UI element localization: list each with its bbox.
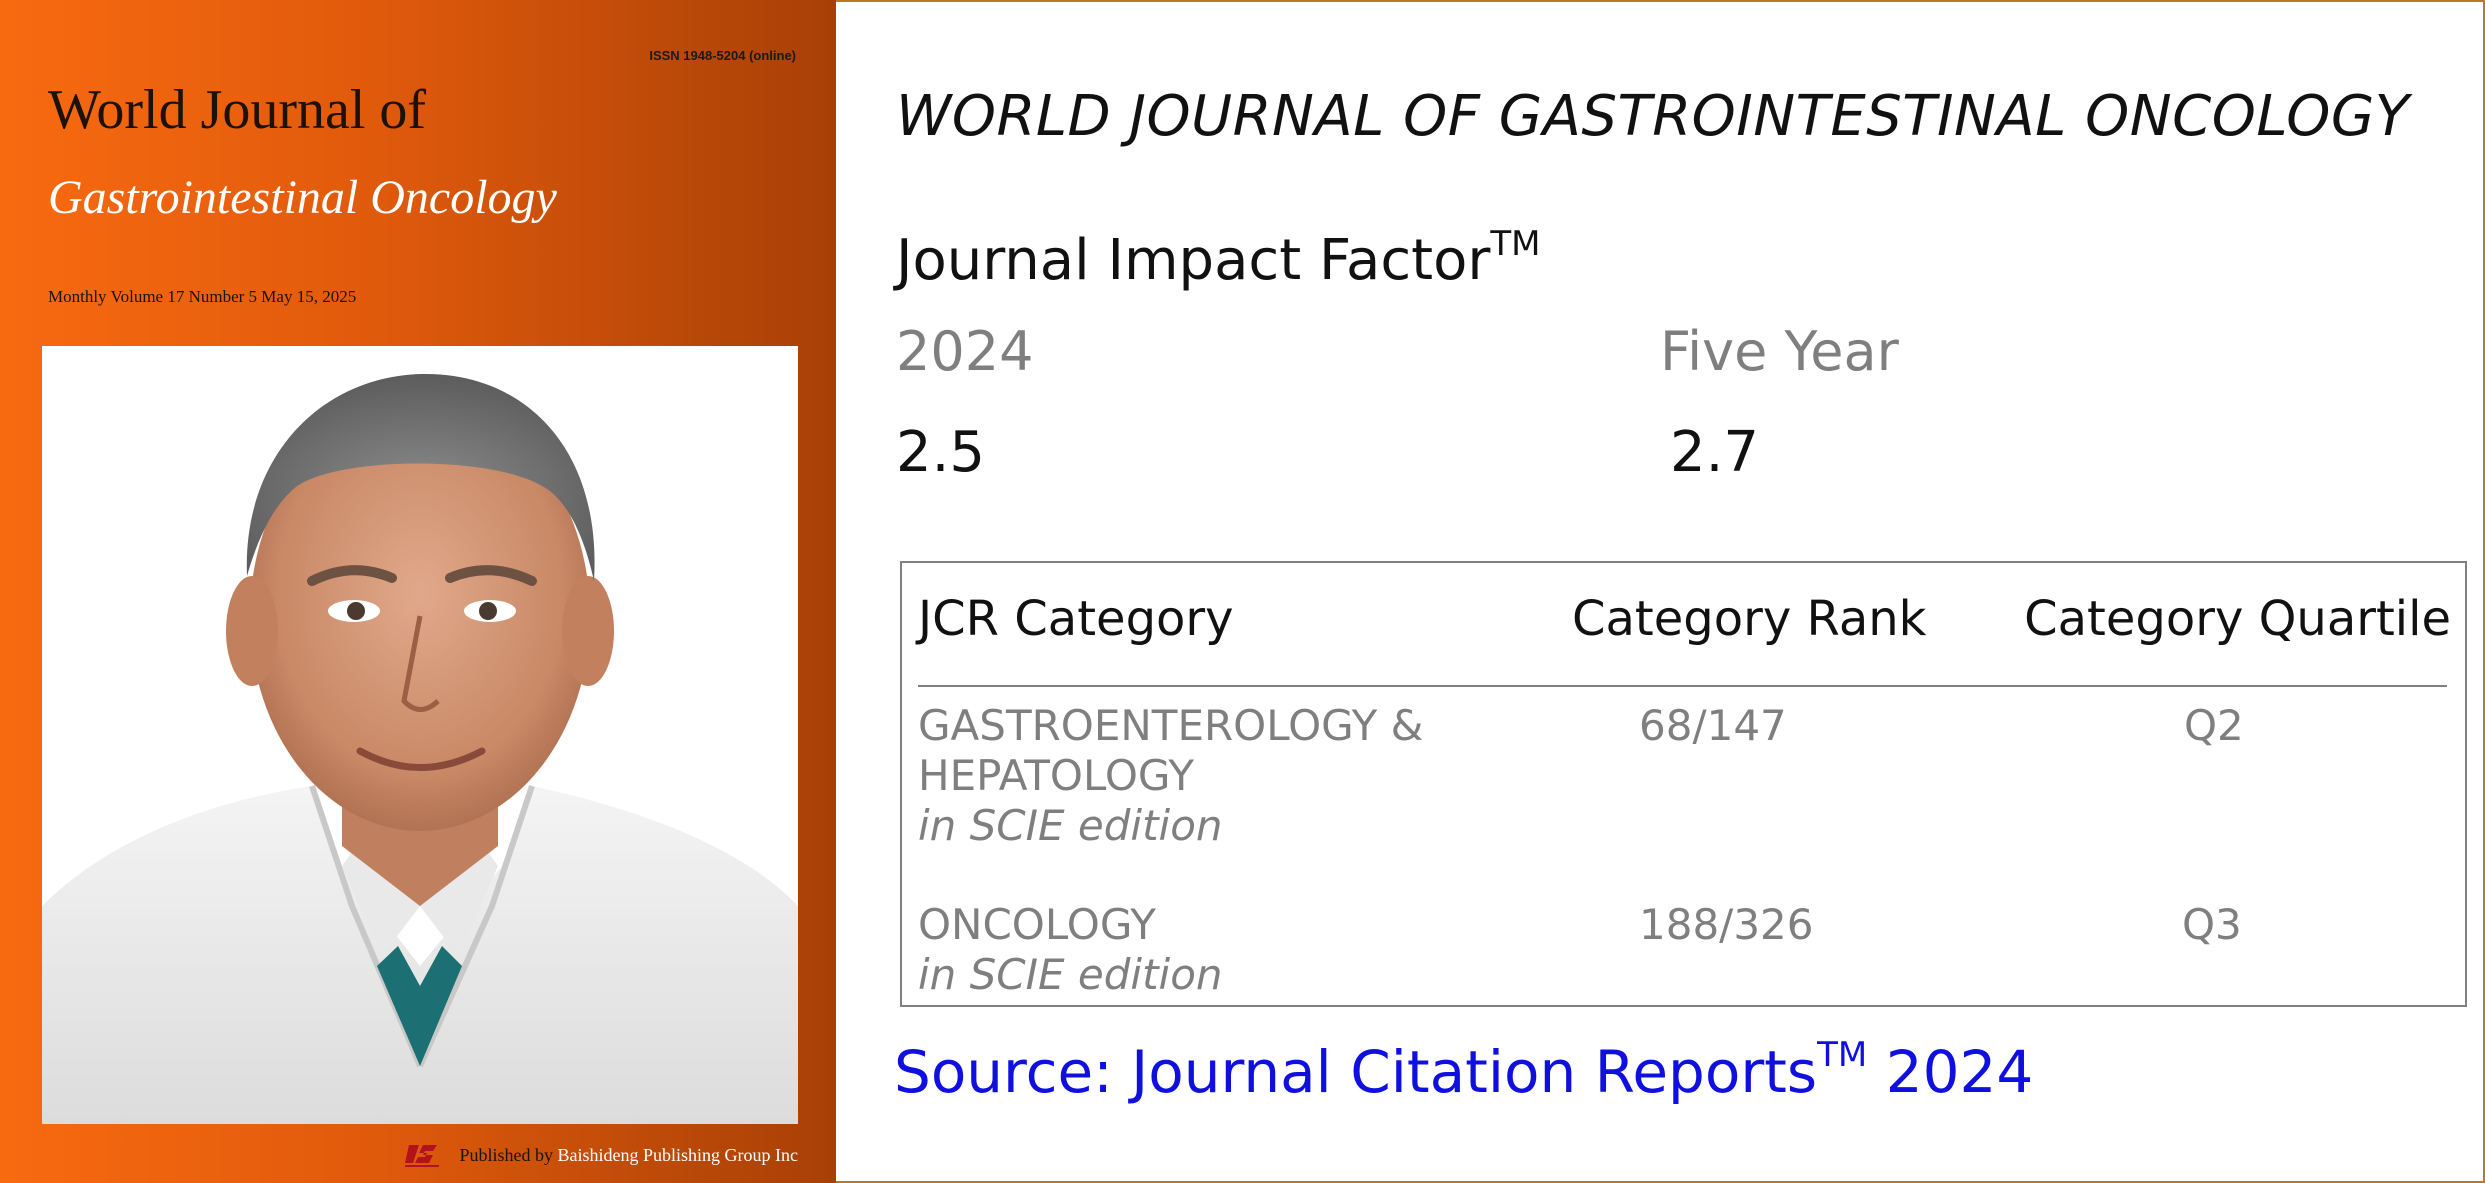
header-category-rank: Category Rank: [1572, 591, 1927, 647]
publisher-name: Baishideng Publishing Group Inc: [557, 1144, 799, 1165]
header-category-quartile: Category Quartile: [2024, 591, 2451, 647]
impact-factor-panel: WORLD JOURNAL OF GASTROINTESTINAL ONCOLO…: [836, 0, 2485, 1183]
jcr-category-table: JCR Category Category Rank Category Quar…: [900, 561, 2467, 1007]
row1-rank: 68/147: [1639, 701, 1787, 750]
table-header-divider: [918, 685, 2447, 687]
source-trademark: TM: [1817, 1034, 1868, 1075]
jif-year-value: 2.5: [896, 420, 986, 485]
jif-trademark: TM: [1490, 224, 1541, 265]
source-citation: Source: Journal Citation ReportsTM 2024: [894, 1034, 2034, 1106]
row1-edition: in SCIE edition: [918, 801, 1223, 850]
row1-quartile: Q2: [2184, 701, 2244, 750]
five-year-label: Five Year: [1660, 320, 1899, 383]
journal-name-heading: WORLD JOURNAL OF GASTROINTESTINAL ONCOLO…: [896, 84, 2410, 149]
published-by-label: Published by Baishideng Publishing Group…: [459, 1144, 799, 1165]
cover-title-line2: Gastrointestinal Oncology: [48, 171, 557, 224]
cover-issn: ISSN 1948-5204 (online): [649, 48, 796, 63]
source-year: 2024: [1885, 1038, 2034, 1106]
portrait-illustration: [42, 346, 798, 1124]
row2-edition: in SCIE edition: [918, 950, 1223, 999]
jif-heading: Journal Impact FactorTM: [896, 224, 1541, 293]
row1-category: GASTROENTEROLOGY & HEPATOLOGY in SCIE ed…: [918, 701, 1478, 851]
row2-rank: 188/326: [1639, 900, 1814, 949]
publisher-logo-icon: [405, 1145, 440, 1167]
five-year-value: 2.7: [1670, 420, 1760, 485]
cover-portrait-photo: [42, 346, 798, 1124]
row2-category: ONCOLOGY in SCIE edition: [918, 900, 1478, 1000]
header-jcr-category: JCR Category: [918, 591, 1234, 647]
journal-cover: ISSN 1948-5204 (online) World Journal of…: [0, 0, 836, 1183]
row2-quartile: Q3: [2182, 900, 2242, 949]
cover-title-line1: World Journal of: [48, 79, 427, 141]
jif-year-label: 2024: [896, 320, 1034, 383]
cover-issue-info: Monthly Volume 17 Number 5 May 15, 2025: [48, 287, 357, 306]
publisher-line: Published by Baishideng Publishing Group…: [403, 1141, 798, 1169]
